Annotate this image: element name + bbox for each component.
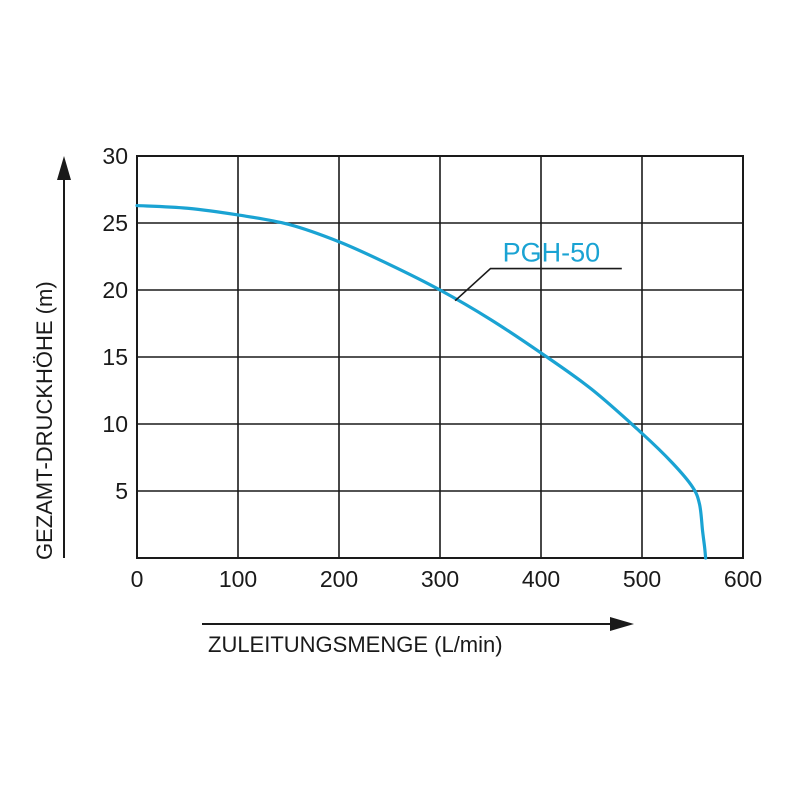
- x-axis-title: ZULEITUNGSMENGE (L/min): [208, 632, 503, 657]
- y-axis-title: GEZAMT-DRUCKHÖHE (m): [32, 281, 57, 560]
- plot-frame: [136, 155, 744, 559]
- grid: [137, 156, 743, 558]
- series-line-pgh-50: [135, 203, 708, 560]
- x-tick-label: 0: [131, 566, 144, 592]
- series-label: PGH-50: [503, 238, 601, 268]
- series-layer: PGH-50: [135, 203, 708, 560]
- x-tick-label: 500: [623, 566, 661, 592]
- y-tick-label: 25: [102, 210, 128, 236]
- y-tick-label: 15: [102, 344, 128, 370]
- x-axis-arrow-head: [610, 617, 634, 631]
- y-axis-title-group: GEZAMT-DRUCKHÖHE (m): [32, 156, 71, 560]
- x-tick-label: 300: [421, 566, 459, 592]
- x-tick-labels: 0 100 200 300 400 500 600: [131, 566, 763, 592]
- x-tick-label: 400: [522, 566, 560, 592]
- y-tick-label: 20: [102, 277, 128, 303]
- x-tick-label: 600: [724, 566, 762, 592]
- y-tick-labels: 5 10 15 20 25 30: [102, 143, 128, 504]
- y-tick-label: 30: [102, 143, 128, 169]
- x-tick-label: 100: [219, 566, 257, 592]
- y-tick-label: 5: [115, 478, 128, 504]
- y-tick-label: 10: [102, 411, 128, 437]
- y-axis-arrow-head: [57, 156, 71, 180]
- plot-border: [136, 155, 744, 559]
- series-label-leader: [454, 267, 622, 302]
- x-tick-label: 200: [320, 566, 358, 592]
- x-axis-title-group: ZULEITUNGSMENGE (L/min): [202, 617, 634, 657]
